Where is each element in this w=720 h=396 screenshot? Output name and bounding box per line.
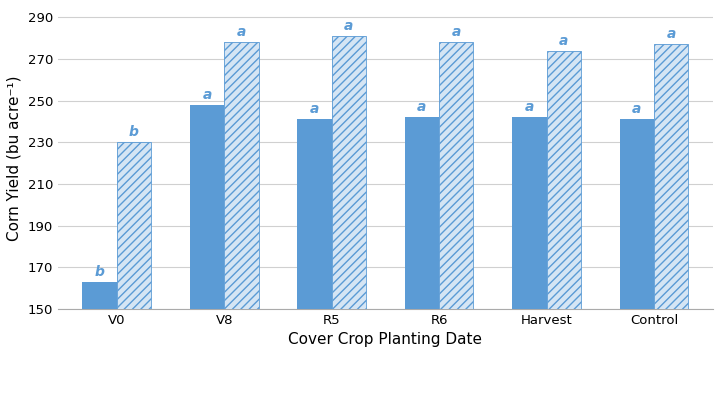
Text: a: a [202,88,212,102]
Bar [224,42,258,309]
Bar [83,282,117,309]
Bar [117,142,151,309]
Bar [654,44,688,309]
Text: a: a [310,102,319,116]
Bar [512,117,546,309]
Text: a: a [559,34,568,48]
Bar [654,44,688,309]
Bar [439,42,474,309]
Bar [439,42,474,309]
Text: a: a [237,25,246,39]
Text: a: a [667,27,676,41]
Bar [546,51,581,309]
Bar [332,36,366,309]
Bar [405,117,439,309]
Text: a: a [344,19,354,33]
Y-axis label: Corn Yield (bu acre⁻¹): Corn Yield (bu acre⁻¹) [7,75,22,241]
Bar [190,105,224,309]
Text: a: a [525,100,534,114]
Bar [117,142,151,309]
Text: a: a [451,25,461,39]
Bar [332,36,366,309]
Text: b: b [95,265,104,279]
Text: a: a [417,100,427,114]
Bar [620,119,654,309]
Text: a: a [632,102,642,116]
X-axis label: Cover Crop Planting Date: Cover Crop Planting Date [289,332,482,347]
Bar [224,42,258,309]
Bar [297,119,332,309]
Text: b: b [129,125,139,139]
Bar [546,51,581,309]
